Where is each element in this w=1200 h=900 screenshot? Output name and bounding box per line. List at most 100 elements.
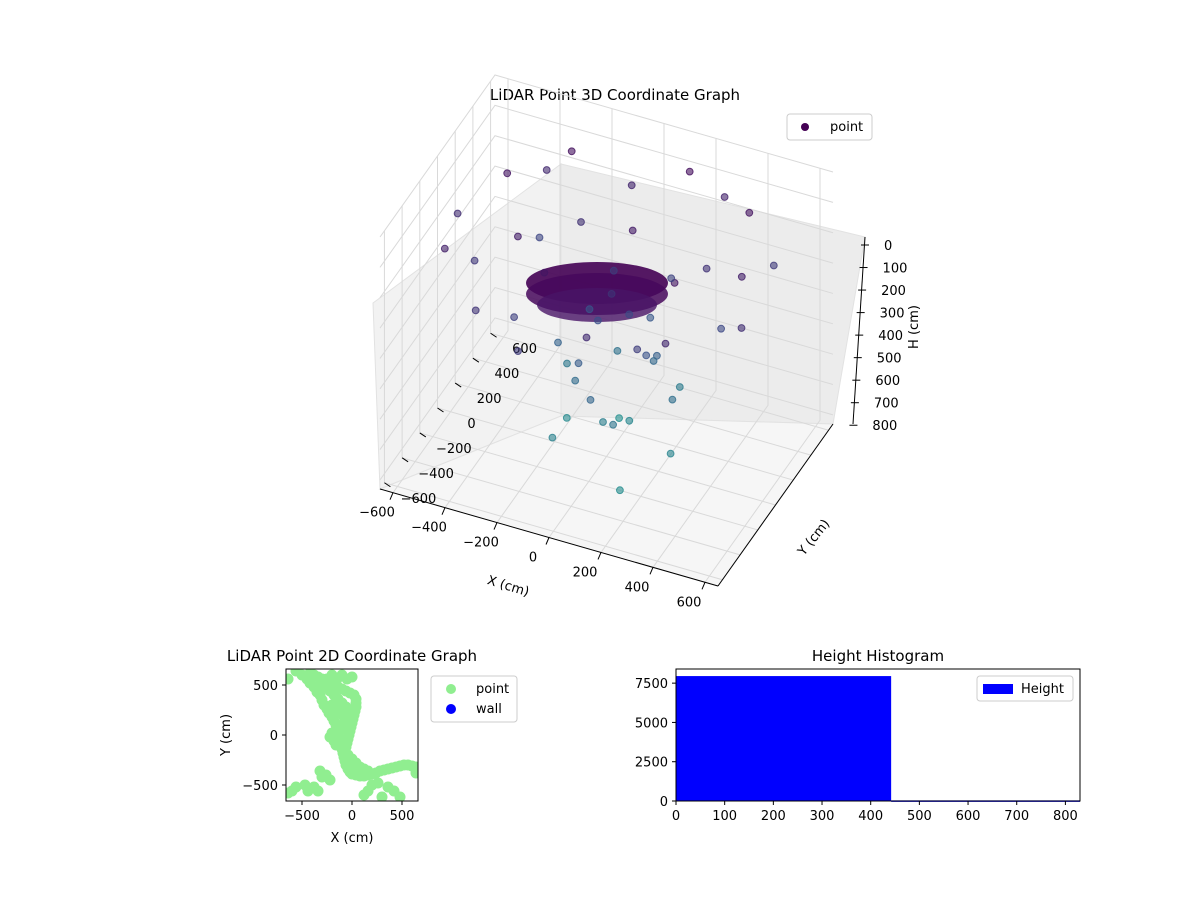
scatter-points-2d xyxy=(286,669,418,801)
tick-label-y-histogram: 5000 xyxy=(635,716,668,731)
scatter-point-3d xyxy=(542,166,551,174)
scatter-point-3d xyxy=(453,209,462,218)
tick-label-x-3d: −600 xyxy=(359,506,395,521)
z-ticks-3d: 0 100 200 300 400 500 600 700 800 xyxy=(849,239,907,434)
grid-line-z-3d xyxy=(379,74,834,238)
grid-line-x-3d xyxy=(392,78,509,494)
scatter-point-2d xyxy=(302,785,314,797)
legend-marker-point-3d xyxy=(801,123,809,131)
scatter-point-2d xyxy=(286,673,294,685)
scatter-points-3d xyxy=(440,147,778,495)
scatter-point-3d xyxy=(440,244,449,253)
tick-label-x-histogram: 500 xyxy=(907,809,932,824)
y-axis-label-3d: Y (cm) xyxy=(795,517,834,560)
tick-label-y-2d: 0 xyxy=(270,729,278,744)
scatter-point-3d xyxy=(514,347,522,356)
tick-label-x-3d: 200 xyxy=(573,565,598,580)
histogram-bar xyxy=(676,676,892,801)
scatter-point-2d xyxy=(362,765,374,777)
plot-frame-histogram xyxy=(675,668,1081,802)
scatter-point-3d xyxy=(720,193,729,201)
scatter-point-3d xyxy=(737,324,746,332)
tick-label-x-3d: 600 xyxy=(677,595,702,610)
grid-line-z-3d xyxy=(379,226,834,390)
scatter-point-3d xyxy=(594,316,602,325)
tick-label-y-3d: −200 xyxy=(436,442,472,457)
scatter-point-3d xyxy=(585,305,594,314)
tick-label-x-histogram: 300 xyxy=(810,809,835,824)
scatter-point-3d xyxy=(737,272,746,281)
scatter-point-3d xyxy=(514,232,522,241)
grid-line-z-3d xyxy=(379,256,834,420)
tick-mark-y-3d xyxy=(472,357,480,363)
legend-frame xyxy=(786,113,873,141)
y-ticks-histogram: 0 2500 5000 7500 xyxy=(635,677,676,810)
chart-title-histogram: Height Histogram xyxy=(812,647,944,665)
x-ticks-3d: −600 −400 −200 0 200 400 600 xyxy=(359,492,706,610)
scatter-point-3d xyxy=(625,416,634,425)
tick-mark-x-3d xyxy=(701,582,706,590)
tick-mark-y-3d xyxy=(437,407,444,413)
scatter-point-3d xyxy=(471,306,480,315)
legend-frame xyxy=(976,675,1074,702)
scatter-2d-panel: LiDAR Point 2D Coordinate Graph −500 0 500… xyxy=(219,647,518,846)
tick-mark-x-3d xyxy=(389,492,394,500)
scatter-point-3d xyxy=(609,420,617,429)
scatter-point-3d xyxy=(628,226,637,235)
x-axis-label-3d: X (cm) xyxy=(485,573,531,600)
histogram-bars xyxy=(676,676,1080,802)
scatter-point-3d xyxy=(625,310,634,319)
scatter-point-2d xyxy=(410,767,418,779)
tick-mark-y-3d xyxy=(490,332,497,338)
tick-mark-x-3d xyxy=(441,507,446,515)
scatter-point-3d xyxy=(642,351,651,360)
legend-label-point: point xyxy=(476,682,509,697)
z-axis-label-3d: H (cm) xyxy=(907,305,922,349)
tick-label-y-3d: 0 xyxy=(467,417,475,432)
scatter-point-3d xyxy=(599,418,607,426)
y-axis-line-3d xyxy=(717,423,834,587)
tick-mark-y-3d xyxy=(384,482,391,488)
legend-swatch-height xyxy=(983,684,1013,694)
legend-label-3d: point xyxy=(830,120,863,135)
scatter-point-2d xyxy=(376,791,388,801)
tick-label-z-3d: 700 xyxy=(874,397,899,412)
scatter-point-2d xyxy=(290,781,302,793)
grid-3d xyxy=(379,74,834,583)
grid-line-x-3d xyxy=(652,153,769,568)
tick-label-y-3d: −600 xyxy=(401,492,437,507)
tick-mark-x-3d xyxy=(649,567,654,575)
grid-line-x-3d xyxy=(548,123,665,538)
scatter-point-3d xyxy=(616,486,624,495)
legend-3d: point xyxy=(786,113,873,141)
tick-mark-x-3d xyxy=(597,552,602,560)
legend-histogram: Height xyxy=(976,675,1074,702)
scatter-point-2d xyxy=(320,769,332,781)
scatter-point-3d xyxy=(702,264,711,273)
scatter-point-3d xyxy=(667,274,676,283)
scatter-point-3d xyxy=(562,414,571,422)
scatter-point-3d xyxy=(745,208,754,217)
tick-label-y-2d: 500 xyxy=(253,679,278,694)
scatter-point-3d xyxy=(510,313,518,322)
scatter-point-3d xyxy=(633,345,642,354)
scatter-point-3d xyxy=(540,268,549,277)
scatter-3d-panel: LiDAR Point 3D Coordinate Graph −600 −400… xyxy=(359,74,922,610)
tick-mark-y-3d xyxy=(401,457,409,463)
scatter-point-3d xyxy=(609,266,618,275)
tick-label-z-3d: 200 xyxy=(881,284,906,299)
histogram-panel: Height Histogram 0 100 200 300 400 500 600 700 8… xyxy=(635,647,1081,824)
scatter-point-2d xyxy=(340,723,352,735)
legend-label-wall: wall xyxy=(476,702,502,717)
tick-label-x-histogram: 800 xyxy=(1053,809,1078,824)
y-ticks-2d: 500 0 −500 xyxy=(242,679,286,794)
grid-line-z-3d xyxy=(379,317,834,481)
tick-label-x-histogram: 0 xyxy=(672,809,680,824)
y-axis-label-2d: Y (cm) xyxy=(219,714,234,757)
scatter-point-2d xyxy=(394,791,406,801)
scatter-point-3d xyxy=(574,359,583,368)
scatter-point-3d xyxy=(646,313,655,322)
tick-label-x-3d: −200 xyxy=(463,536,499,551)
